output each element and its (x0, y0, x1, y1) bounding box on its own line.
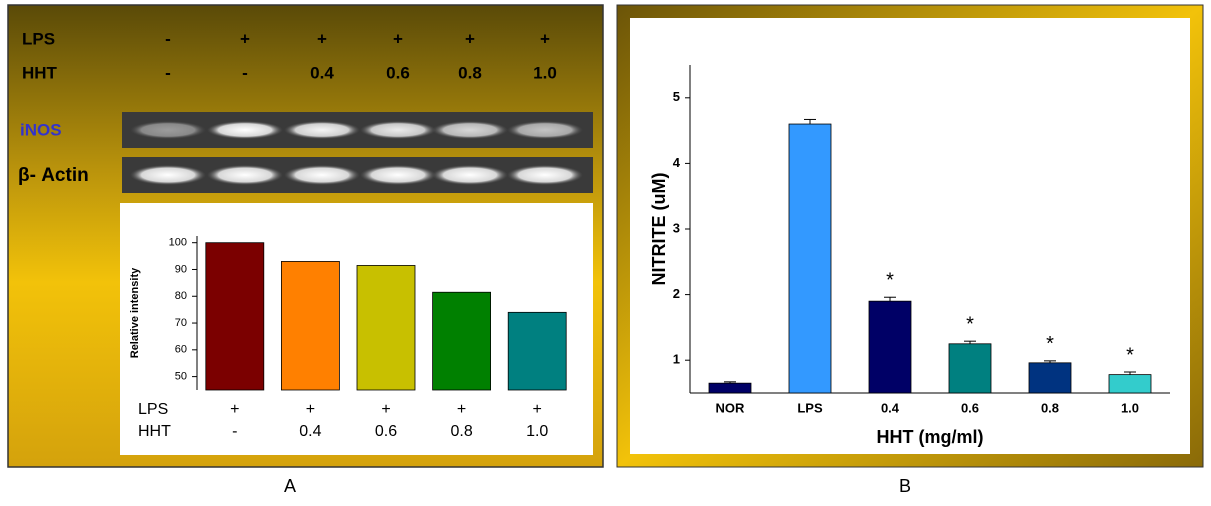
x-tick-label: 0.6 (961, 400, 979, 415)
significance-marker: * (1046, 333, 1054, 355)
x-tick-label: + (381, 401, 390, 418)
bar (1109, 375, 1151, 393)
gel-header-value: - (165, 63, 171, 82)
panel-label: A (284, 476, 296, 496)
figure: A B LPS HHT iNOS β- Actin - + + + + + - - 0.4 0.6… (0, 0, 1211, 501)
significance-marker: * (966, 313, 974, 335)
bar (949, 344, 991, 393)
gel-header-value: 0.8 (458, 63, 482, 82)
gel-header-value: 0.6 (386, 63, 410, 82)
y-tick-label: 80 (175, 290, 187, 302)
gel-band (360, 121, 436, 139)
band-label: β- Actin (18, 165, 89, 186)
significance-marker: * (886, 270, 894, 292)
y-tick-label: 1 (673, 352, 680, 367)
x-tick-label: - (232, 423, 237, 440)
y-tick-label: 4 (673, 155, 681, 170)
x-tick-label: 0.4 (299, 423, 321, 440)
x-tick-label: + (533, 401, 542, 418)
y-tick-label: 2 (673, 286, 680, 301)
gel-band (284, 165, 360, 185)
page: A B LPS HHT iNOS β- Actin - + + + + + - - 0.4 0.6… (0, 0, 1211, 501)
bar (1029, 363, 1071, 393)
x-tick-label: + (457, 401, 466, 418)
y-tick-label: 3 (673, 220, 680, 235)
gel-header-value: 1.0 (533, 63, 557, 82)
x-tick-label: + (306, 401, 315, 418)
gel-band (284, 121, 360, 139)
x-axis-label: HHT (mg/ml) (877, 427, 984, 447)
x-tick-label: 1.0 (1121, 400, 1139, 415)
x-row-label: LPS (138, 401, 168, 418)
gel-band (432, 165, 508, 185)
gel-band (130, 121, 206, 139)
gel-band (207, 121, 283, 139)
gel-band (360, 165, 436, 185)
gel-band (507, 165, 583, 185)
y-tick-label: 5 (673, 89, 680, 104)
gel-header-value: + (240, 29, 250, 48)
x-tick-label: 0.8 (1041, 400, 1059, 415)
x-row-label: HHT (138, 423, 171, 440)
gel-band (432, 121, 508, 139)
gel-header-value: + (465, 29, 475, 48)
y-tick-label: 60 (175, 344, 187, 356)
y-axis-label: Relative intensity (129, 267, 141, 358)
gel-header-value: + (317, 29, 327, 48)
bar (357, 265, 415, 390)
gel-header-value: 0.4 (310, 63, 334, 82)
significance-marker: * (1126, 344, 1134, 366)
x-tick-label: 0.6 (375, 423, 397, 440)
x-tick-label: 1.0 (526, 423, 548, 440)
bar (789, 124, 831, 393)
x-tick-label: NOR (716, 400, 746, 415)
bar (281, 261, 339, 390)
y-axis-label: NITRITE (uM) (649, 173, 669, 286)
bar (206, 243, 264, 390)
bar (709, 383, 751, 393)
gel-band (507, 121, 583, 139)
y-tick-label: 70 (175, 317, 187, 329)
band-label: iNOS (20, 120, 62, 139)
x-tick-label: 0.4 (881, 400, 900, 415)
gel-row-label: LPS (22, 29, 55, 48)
bar (508, 312, 566, 390)
x-tick-label: 0.8 (450, 423, 472, 440)
gel-band (130, 165, 206, 185)
y-tick-label: 90 (175, 263, 187, 275)
x-tick-label: LPS (797, 400, 823, 415)
y-tick-label: 50 (175, 371, 187, 383)
panel-label: B (899, 476, 911, 496)
gel-band (207, 165, 283, 185)
gel-header-value: + (540, 29, 550, 48)
x-tick-label: + (230, 401, 239, 418)
gel-header-value: - (242, 63, 248, 82)
gel-header-value: + (393, 29, 403, 48)
gel-row-label: HHT (22, 63, 58, 82)
gel-header-value: - (165, 29, 171, 48)
y-tick-label: 100 (169, 237, 187, 249)
bar (869, 301, 911, 393)
bar (433, 292, 491, 390)
